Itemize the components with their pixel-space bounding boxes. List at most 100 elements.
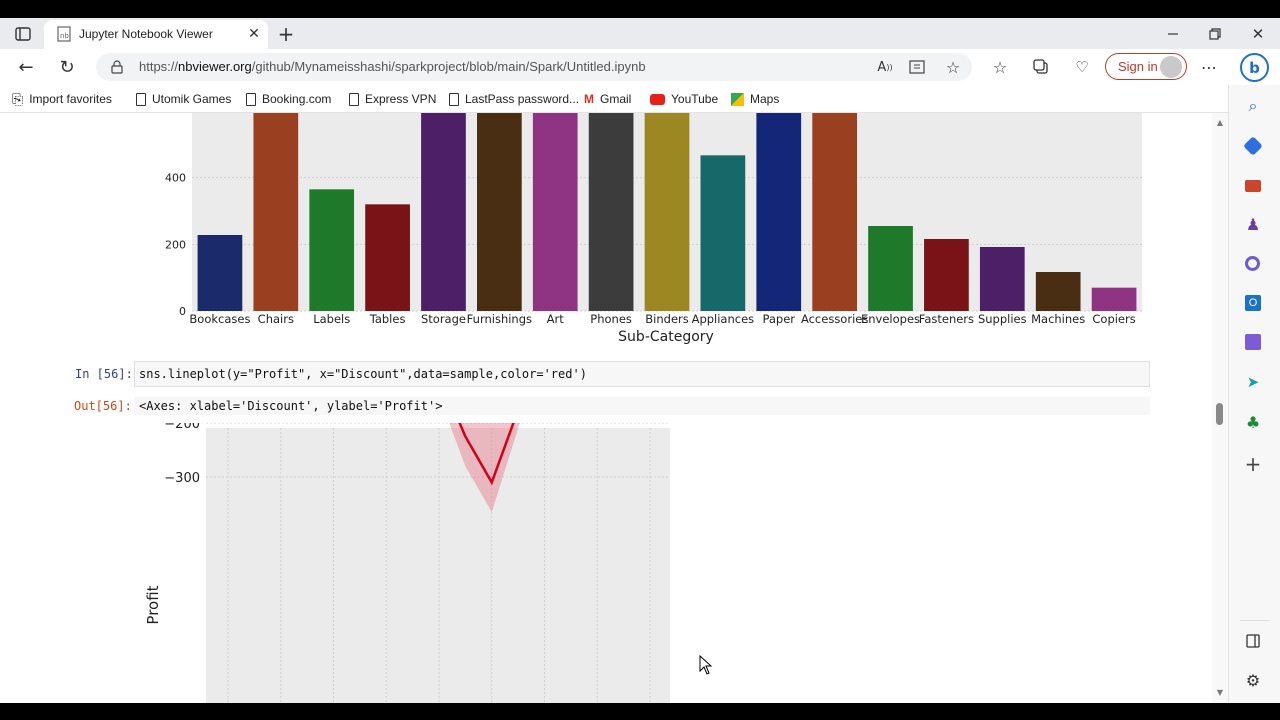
favorite-label: YouTube [671, 92, 719, 106]
settings-gear-icon[interactable]: ⚙ [1245, 670, 1261, 690]
sign-in-button[interactable] [1105, 53, 1187, 80]
bar-tables [365, 204, 410, 311]
copilot-icon[interactable]: b [1240, 53, 1269, 82]
favorites-bar [0, 85, 1280, 113]
cell-in-prompt: In [56]: [75, 367, 133, 381]
bar-ytick-label: 0 [179, 305, 186, 318]
add-sidebar-app-icon[interactable]: + [1244, 452, 1262, 476]
bar-xtick-label: Paper [762, 312, 795, 326]
tab-actions-icon[interactable] [12, 24, 34, 44]
bar-chairs [253, 113, 299, 311]
bar-paper [756, 113, 802, 311]
games-icon[interactable]: ♟ [1245, 214, 1261, 234]
bar-copiers [1091, 287, 1137, 311]
bar-art [532, 113, 578, 311]
favorite-lastpass[interactable]: LastPass password... [449, 90, 579, 108]
notebook-favicon-icon: nb [56, 26, 72, 42]
refresh-icon[interactable]: ↻ [59, 56, 75, 78]
send-icon[interactable]: ➤ [1246, 373, 1260, 391]
cell-output-text: <Axes: xlabel='Discount', ylabel='Profit… [139, 399, 443, 413]
favorite-maps[interactable]: Maps [731, 90, 779, 108]
avatar [1160, 56, 1182, 78]
mouse-cursor-icon [699, 655, 713, 675]
bar-xtick-label: Binders [645, 312, 688, 326]
bar-machines [1035, 272, 1081, 311]
search-icon[interactable]: ⌕ [1248, 96, 1258, 115]
bar-xtick-label: Art [547, 312, 565, 326]
minimize-icon[interactable] [1163, 24, 1183, 44]
url-text: https://nbviewer.org/github/Mynameisshas… [139, 59, 646, 74]
line-ytick-label: −200 [164, 423, 200, 432]
bar-xtick-label: Furnishings [467, 312, 532, 326]
favorite-label: Express VPN [365, 92, 437, 106]
read-aloud-icon[interactable]: A)) [877, 59, 893, 75]
import-icon: ⎘ [12, 90, 24, 107]
more-menu-icon[interactable]: ⋯ [1201, 57, 1217, 77]
tree-icon[interactable]: ♣ [1245, 412, 1261, 432]
favorite-booking[interactable]: Booking.com [246, 90, 331, 108]
tools-icon[interactable] [1245, 180, 1261, 192]
add-favorite-icon[interactable]: ☆ [945, 57, 961, 77]
svg-text:nb: nb [60, 32, 69, 40]
close-window-icon[interactable]: ✕ [1251, 25, 1265, 43]
url-bar[interactable] [96, 53, 972, 81]
favorite-label: Maps [750, 92, 780, 106]
favorite-utomik[interactable]: Utomik Games [136, 90, 231, 108]
favorite-youtube[interactable]: YouTube [650, 90, 718, 108]
browser-tab[interactable] [44, 20, 268, 49]
outlook-icon[interactable]: O [1245, 295, 1261, 311]
hide-sidebar-icon[interactable] [1243, 631, 1263, 651]
youtube-icon [650, 93, 665, 105]
browser-essentials-icon[interactable]: ♡ [1075, 58, 1089, 76]
favorite-label: Booking.com [262, 92, 332, 106]
favorite-import[interactable]: ⎘ Import favorites [12, 90, 112, 108]
bar-labels [309, 189, 355, 311]
bar-xtick-label: Envelopes [861, 312, 920, 326]
favorite-expressvpn[interactable]: Express VPN [349, 90, 436, 108]
cell-output-area [134, 397, 1150, 415]
bar-furnishings [477, 113, 522, 311]
url-host: nbviewer.org [178, 59, 252, 74]
scroll-up-icon[interactable]: ▲ [1216, 117, 1224, 127]
page-icon [349, 92, 359, 106]
close-tab-icon[interactable]: ✕ [248, 26, 260, 42]
designer-icon[interactable] [1245, 334, 1261, 350]
bar-supplies [979, 247, 1025, 311]
line-chart-ylabel: Profit [144, 585, 162, 624]
collections-icon[interactable] [1031, 57, 1051, 77]
line-chart-plot-area [206, 428, 670, 703]
bar-xtick-label: Chairs [258, 312, 294, 326]
back-icon[interactable]: ← [18, 56, 34, 78]
url-path: /github/Mynameisshashi/sparkproject/blob… [251, 59, 646, 74]
scroll-down-icon[interactable]: ▼ [1216, 687, 1224, 697]
bar-storage [421, 113, 466, 311]
url-scheme: https:// [139, 59, 179, 74]
lock-icon[interactable] [109, 58, 125, 76]
microsoft-365-icon[interactable] [1245, 256, 1260, 271]
page-icon [449, 92, 459, 106]
maps-icon [731, 92, 744, 106]
bar-xtick-label: Fasteners [919, 312, 974, 326]
bar-xtick-label: Accessories [801, 312, 868, 326]
code-cell[interactable] [134, 361, 1150, 387]
notebook-page: 0 200 400 Bookcases Chairs Labels Tables Stora… [0, 113, 1228, 703]
bar-xtick-label: Phones [590, 312, 632, 326]
bar-appliances [700, 155, 746, 311]
restore-icon[interactable] [1205, 24, 1225, 44]
scrollbar-thumb[interactable] [1216, 403, 1223, 425]
bar-chart: 0 200 400 Bookcases Chairs Labels Tables Stora… [165, 113, 1142, 345]
bar-xtick-label: Labels [313, 312, 350, 326]
bar-chart-xlabel: Sub-Category [618, 329, 714, 345]
bar-ytick-label: 400 [165, 172, 186, 185]
new-tab-icon[interactable]: + [277, 22, 295, 46]
edge-sidebar [1228, 85, 1280, 703]
immersive-reader-icon[interactable] [908, 58, 926, 76]
favorites-icon[interactable]: ☆ [992, 57, 1008, 77]
bar-xtick-label: Machines [1031, 312, 1085, 326]
bar-xtick-label: Bookcases [189, 312, 250, 326]
bar-phones [588, 113, 634, 311]
sign-in-label: Sign in [1118, 59, 1158, 74]
favorite-label: Gmail [600, 92, 632, 106]
favorite-gmail[interactable]: M Gmail [584, 90, 631, 108]
page-icon [136, 92, 146, 106]
